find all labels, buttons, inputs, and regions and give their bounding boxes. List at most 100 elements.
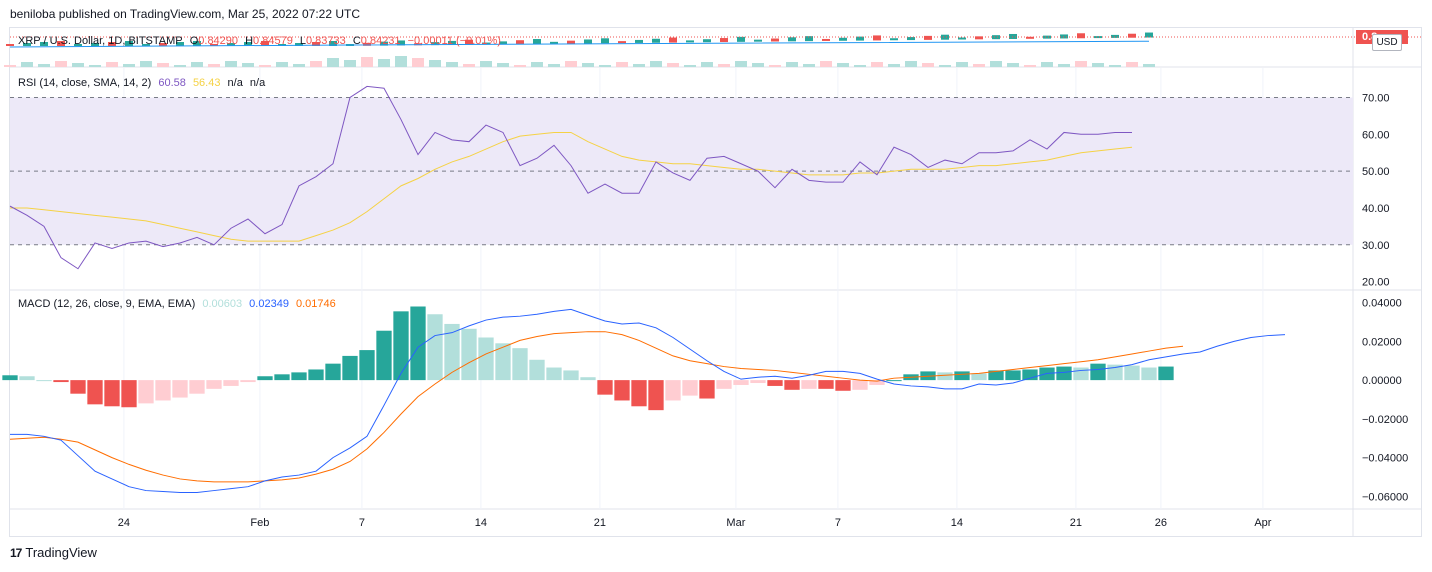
rsi-title[interactable]: RSI (14, close, SMA, 14, 2)	[18, 77, 152, 89]
macd-legend: MACD (12, 26, close, 9, EMA, EMA) 0.0060…	[18, 298, 340, 310]
tradingview-brand[interactable]: 17 TradingView	[10, 545, 97, 560]
moving-average-line	[9, 40, 1150, 48]
x-axis-tick-label: 26	[1155, 517, 1167, 529]
volume-bar	[905, 61, 917, 67]
macd-histogram-bar	[1124, 365, 1140, 381]
price-candle	[533, 39, 541, 45]
macd-histogram-bar	[1022, 369, 1038, 381]
x-axis-tick-label: 14	[475, 517, 487, 529]
macd-tick-label: −0.02000	[1362, 414, 1408, 426]
open-label: O	[189, 35, 199, 47]
volume-bar	[395, 56, 407, 67]
price-candle	[975, 36, 983, 40]
macd-histogram-bar	[393, 311, 409, 381]
price-candle	[669, 37, 677, 43]
volume-bar	[701, 62, 713, 67]
volume-bar	[225, 61, 237, 67]
macd-histogram-bar	[937, 372, 953, 381]
volume-bar	[106, 62, 118, 67]
volume-bar	[276, 62, 288, 67]
macd-histogram-bar	[461, 328, 477, 381]
price-candle	[295, 43, 303, 46]
currency-button[interactable]: USD	[1372, 34, 1402, 51]
volume-bar	[786, 62, 798, 67]
volume-bar	[1109, 65, 1121, 67]
volume-bar	[4, 65, 16, 67]
macd-histogram-bar	[631, 380, 647, 407]
price-candle	[23, 43, 31, 46]
price-candle	[210, 44, 218, 46]
volume-bar	[1143, 64, 1155, 67]
macd-histogram-bar	[240, 380, 256, 383]
volume-bar	[429, 60, 441, 67]
macd-histogram-bar	[257, 376, 273, 381]
volume-bar	[990, 61, 1002, 67]
tradingview-logo-icon: 17	[10, 545, 22, 560]
macd-histogram-bar	[614, 380, 630, 401]
macd-histogram-bar	[325, 363, 341, 381]
volume-bar	[514, 65, 526, 67]
volume-bar	[89, 65, 101, 67]
volume-bar	[412, 58, 424, 67]
rsi-sma-value: 56.43	[192, 77, 221, 89]
price-candle	[873, 35, 881, 41]
macd-histogram-bar	[767, 380, 783, 386]
macd-histogram-bar	[1056, 366, 1072, 381]
symbol-title[interactable]: XRP / U.S. Dollar, 1D, BITSTAMP	[18, 35, 183, 47]
volume-bar	[123, 64, 135, 67]
macd-histogram-bar	[597, 380, 613, 395]
macd-histogram-bar	[1005, 370, 1021, 381]
macd-histogram-bar	[835, 380, 851, 391]
volume-bar	[888, 64, 900, 67]
macd-histogram-bar	[954, 371, 970, 381]
chart-frame[interactable]	[9, 27, 1422, 537]
macd-histogram-bar	[478, 337, 494, 381]
x-axis-tick-label: 14	[951, 517, 963, 529]
price-candle	[227, 43, 235, 46]
price-candle	[941, 34, 949, 40]
macd-histogram-bar	[886, 380, 902, 382]
x-axis-tick-label: 7	[835, 517, 841, 529]
volume-bar	[667, 63, 679, 67]
price-legend: XRP / U.S. Dollar, 1D, BITSTAMP O0.84290…	[18, 35, 505, 47]
macd-histogram-bar	[988, 370, 1004, 381]
rsi-extra-2: n/a	[249, 77, 266, 89]
macd-histogram-bar	[444, 323, 460, 381]
macd-hist-value: 0.00603	[202, 298, 243, 310]
rsi-tick-label: 30.00	[1362, 240, 1390, 252]
macd-histogram-bar	[648, 380, 664, 411]
macd-tick-label: 0.02000	[1362, 336, 1402, 348]
volume-bar	[55, 61, 67, 67]
macd-histogram-bar	[376, 330, 392, 381]
macd-histogram-bar	[563, 370, 579, 381]
publisher-line: beniloba published on TradingView.com, M…	[10, 7, 360, 21]
rsi-extra-1: n/a	[227, 77, 243, 89]
macd-histogram-bar	[70, 380, 86, 394]
macd-histogram-bar	[495, 343, 511, 381]
price-candle	[618, 41, 626, 44]
volume-bar	[361, 57, 373, 67]
macd-histogram-bar	[1107, 364, 1123, 381]
macd-histogram-bar	[121, 380, 137, 408]
price-candle	[907, 37, 915, 41]
macd-histogram-bar	[410, 306, 426, 381]
macd-histogram-bar	[818, 380, 834, 389]
macd-title[interactable]: MACD (12, 26, close, 9, EMA, EMA)	[18, 298, 196, 310]
macd-histogram-bar	[699, 380, 715, 399]
macd-histogram-bar	[1158, 366, 1174, 381]
macd-histogram-bar	[580, 377, 596, 381]
volume-bar	[599, 65, 611, 67]
price-candle	[176, 42, 184, 46]
close-label: C	[352, 35, 361, 47]
price-candle	[1060, 34, 1068, 39]
macd-histogram-bar	[1073, 367, 1089, 381]
volume-bar	[191, 62, 203, 67]
price-candle	[363, 42, 371, 46]
price-candle	[482, 42, 490, 45]
macd-histogram-bar	[869, 380, 885, 385]
volume-bar	[854, 65, 866, 67]
rsi-sma-line	[10, 131, 1133, 242]
volume-bar	[497, 63, 509, 67]
price-candle	[465, 39, 473, 45]
